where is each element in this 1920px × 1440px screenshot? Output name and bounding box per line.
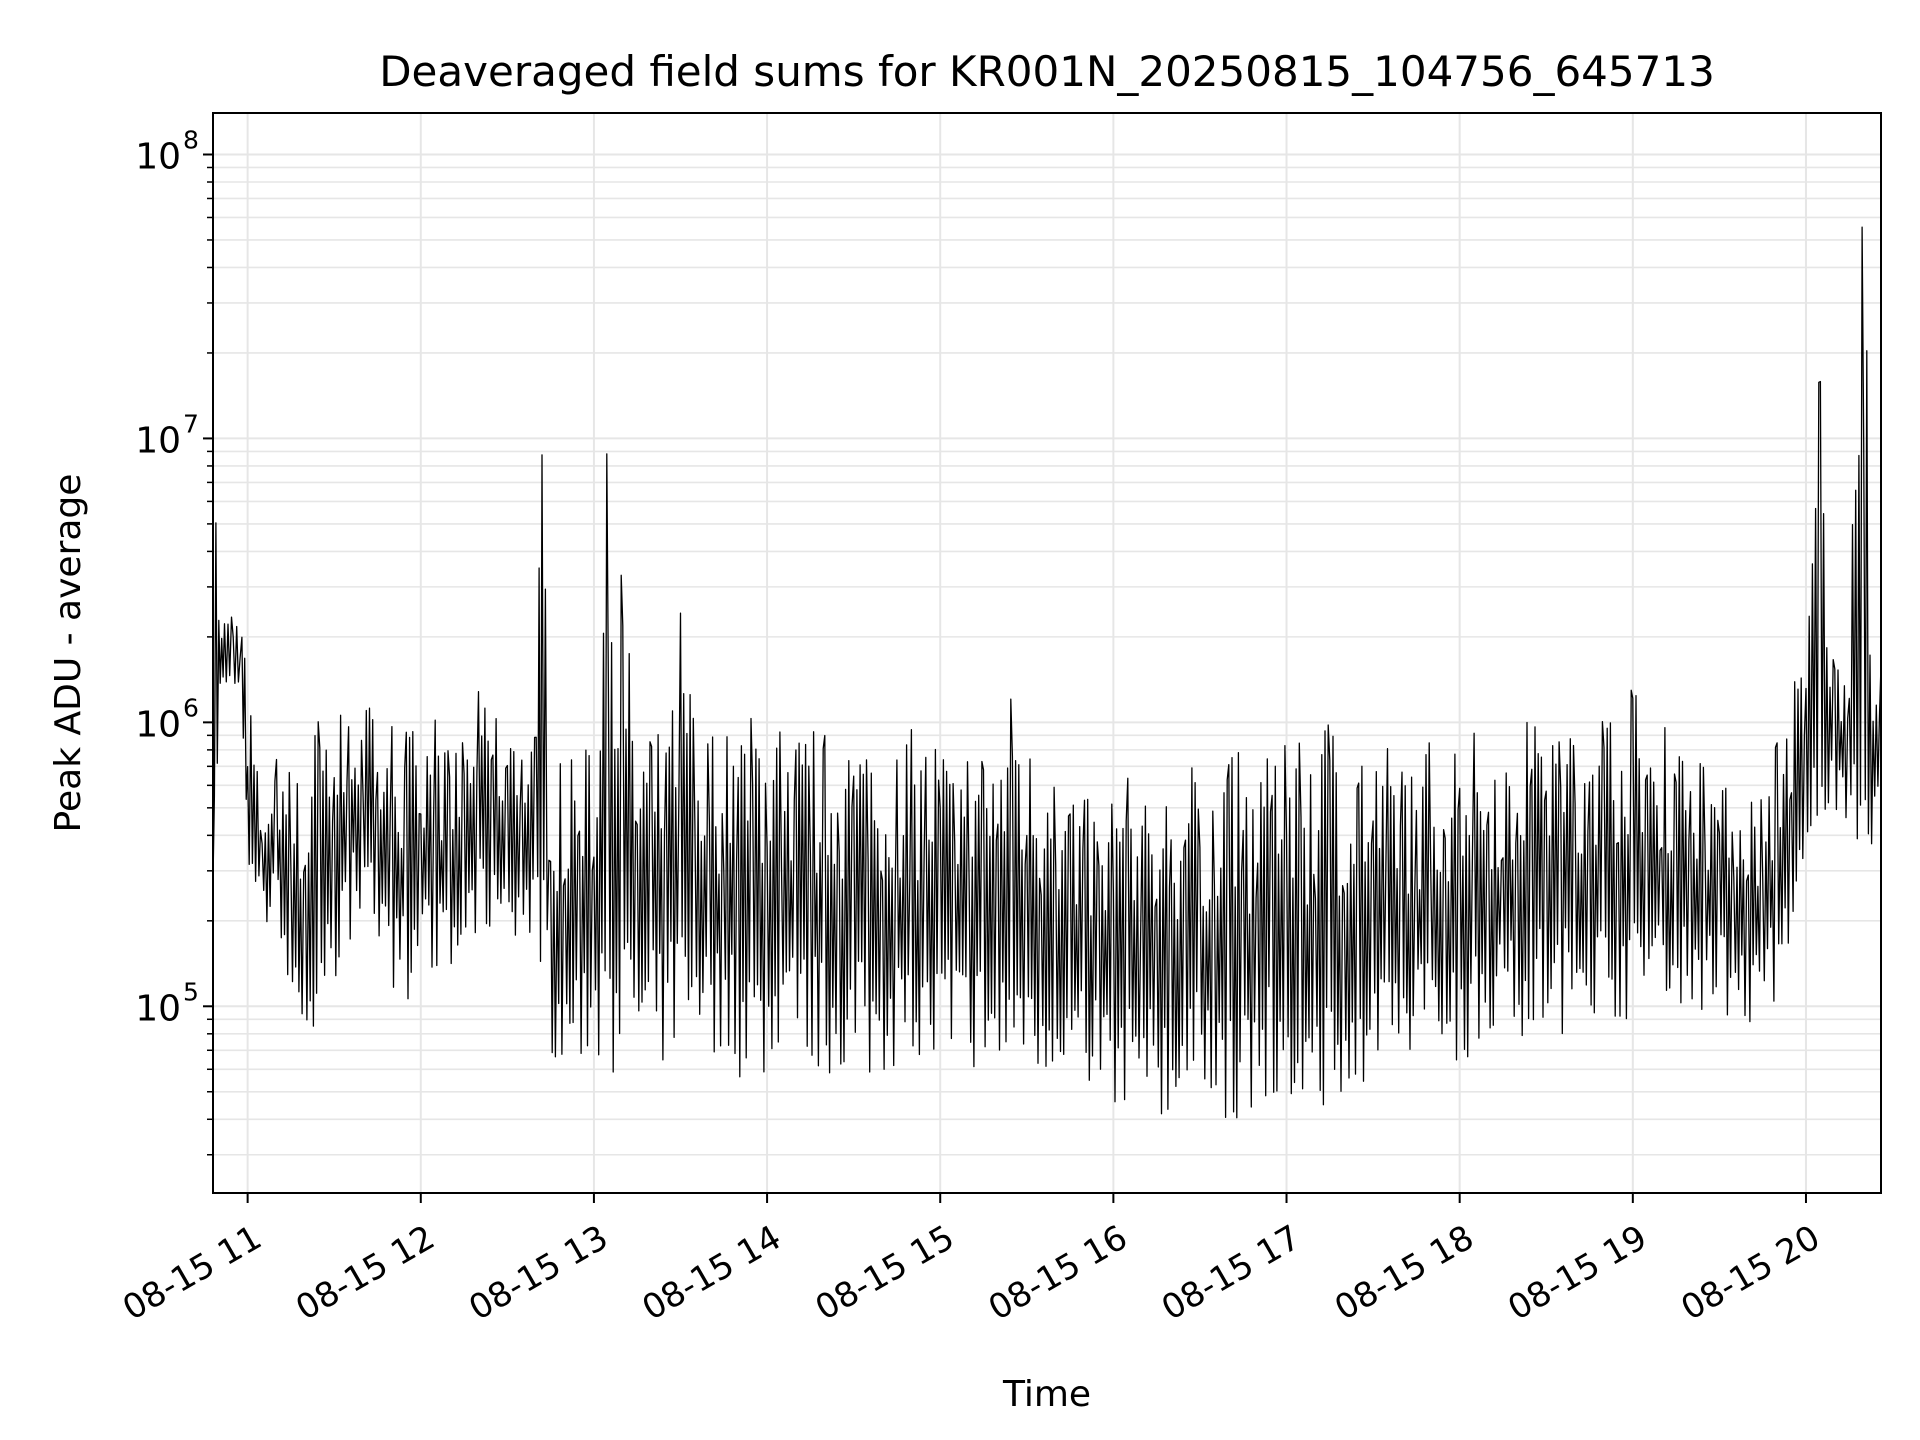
y-tick-label: 10	[135, 420, 181, 461]
y-tick-exponent: 8	[183, 125, 199, 154]
plot-frame	[212, 112, 1882, 1194]
y-tick-exponent: 7	[183, 409, 199, 438]
series-line-group	[212, 226, 1882, 1119]
chart-title: Deaveraged field sums for KR001N_2025081…	[379, 47, 1715, 96]
y-tick-exponent: 5	[183, 977, 199, 1006]
grid-lines	[213, 113, 1881, 1193]
y-tick-label: 10	[135, 704, 181, 745]
y-tick-label: 10	[135, 988, 181, 1029]
y-axis-label: Peak ADU - average	[48, 474, 89, 833]
y-tick-exponent: 6	[183, 693, 199, 722]
x-axis-label: Time	[1002, 1374, 1091, 1415]
series-line	[212, 226, 1882, 1119]
y-tick-label: 10	[135, 136, 181, 177]
